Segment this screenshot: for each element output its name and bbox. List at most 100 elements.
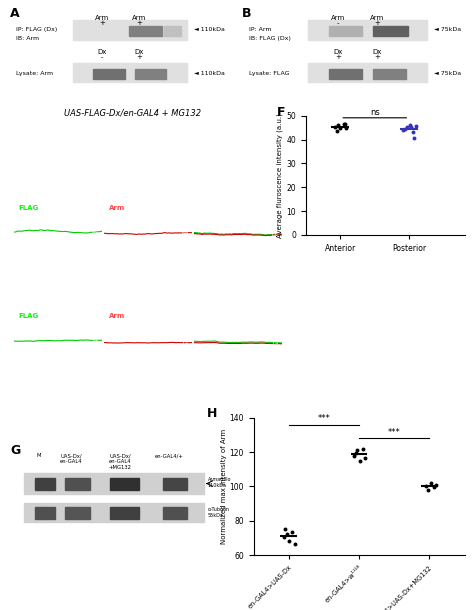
Text: +: + <box>335 54 341 60</box>
Text: F3: F3 <box>273 340 279 345</box>
Text: +: + <box>137 54 142 60</box>
Text: M: M <box>36 453 41 458</box>
Point <box>403 122 410 132</box>
Text: G: G <box>10 444 20 457</box>
Text: Armadillo
110kDa: Armadillo 110kDa <box>208 477 231 488</box>
Point <box>289 527 296 537</box>
Bar <box>308 20 428 40</box>
Text: C1: C1 <box>90 137 99 143</box>
Point <box>401 124 409 134</box>
Text: Arm: Arm <box>109 205 125 211</box>
Point <box>422 481 429 491</box>
Bar <box>373 69 406 79</box>
Bar <box>164 26 181 35</box>
Text: Dx: Dx <box>135 49 144 56</box>
Text: UAS-Dx/
en-GAL4: UAS-Dx/ en-GAL4 <box>60 453 82 464</box>
Point <box>340 120 347 129</box>
Text: IP: Arm: IP: Arm <box>249 27 271 32</box>
Text: IB: FLAG (Dx): IB: FLAG (Dx) <box>249 36 291 41</box>
Bar <box>329 69 362 79</box>
Point <box>427 478 435 488</box>
Point <box>412 121 420 131</box>
Text: ◄ 110kDa: ◄ 110kDa <box>193 71 225 76</box>
Text: Arm: Arm <box>132 15 146 21</box>
Bar <box>65 478 90 490</box>
Bar <box>135 69 166 79</box>
Text: Arm: Arm <box>109 313 125 319</box>
Point <box>292 539 299 549</box>
Text: E1: E1 <box>91 245 99 251</box>
Bar <box>129 26 162 35</box>
Point <box>280 532 288 542</box>
Bar <box>110 507 138 520</box>
Text: F1: F1 <box>92 340 99 345</box>
Text: E3: E3 <box>271 245 279 251</box>
Point <box>432 480 439 490</box>
Point <box>343 123 350 132</box>
Point <box>331 122 338 132</box>
Point <box>333 126 341 135</box>
Point <box>353 445 361 455</box>
Text: -: - <box>337 20 339 26</box>
Text: MERGE: MERGE <box>257 313 285 319</box>
Bar <box>163 478 187 490</box>
Bar <box>163 507 187 520</box>
Bar <box>73 20 187 40</box>
Text: +: + <box>374 54 380 60</box>
Text: Arm: Arm <box>370 15 384 21</box>
Bar <box>65 507 90 520</box>
Text: en-GAL4/+: en-GAL4/+ <box>155 453 183 458</box>
Text: Dx: Dx <box>97 49 107 56</box>
Text: D3: D3 <box>272 232 279 237</box>
Point <box>337 123 344 133</box>
Text: ns: ns <box>370 108 380 117</box>
Text: UAS-Dx/
en-GAL4
+MG132: UAS-Dx/ en-GAL4 +MG132 <box>109 453 132 470</box>
Text: IP: FLAG (Dx): IP: FLAG (Dx) <box>16 27 57 32</box>
Text: D2: D2 <box>182 232 189 237</box>
Text: ◄ 75kDa: ◄ 75kDa <box>434 27 461 32</box>
Bar <box>35 478 55 490</box>
Text: FLAG: FLAG <box>18 313 39 319</box>
Text: MERGE: MERGE <box>257 205 285 211</box>
Bar <box>93 69 125 79</box>
Text: ◄ 75kDa: ◄ 75kDa <box>434 71 461 76</box>
Text: -: - <box>100 54 103 60</box>
Point <box>410 133 418 143</box>
Text: D1: D1 <box>91 232 99 237</box>
Point <box>283 529 291 539</box>
Text: Dx: Dx <box>333 49 343 56</box>
Point <box>399 125 407 135</box>
Text: ◄ 110kDa: ◄ 110kDa <box>193 27 225 32</box>
Text: FLAG: FLAG <box>18 205 39 211</box>
Text: H: H <box>207 407 218 420</box>
Bar <box>373 26 408 35</box>
Text: ***: *** <box>388 428 401 437</box>
Point <box>286 536 293 545</box>
Text: IB: Arm: IB: Arm <box>16 36 39 41</box>
Point <box>341 118 349 128</box>
Text: α-Tubulin
55kDa: α-Tubulin 55kDa <box>208 508 230 518</box>
Bar <box>35 507 55 520</box>
Text: C3: C3 <box>270 137 279 143</box>
Text: +: + <box>374 20 380 26</box>
Text: +: + <box>99 20 105 26</box>
Point <box>282 525 289 534</box>
Point <box>406 120 414 130</box>
Bar <box>25 503 204 522</box>
Point <box>356 456 364 465</box>
Point <box>362 453 369 463</box>
Text: F: F <box>277 106 286 120</box>
Point <box>350 451 358 461</box>
Text: E2: E2 <box>181 245 189 251</box>
Text: Lysate: Arm: Lysate: Arm <box>16 71 54 76</box>
Text: A: A <box>10 7 20 20</box>
Bar <box>329 26 362 35</box>
Bar <box>73 63 187 82</box>
Point <box>359 444 366 454</box>
Text: F2: F2 <box>182 340 189 345</box>
Text: ***: *** <box>318 414 330 423</box>
Bar <box>308 63 428 82</box>
Bar <box>110 478 138 490</box>
Point <box>334 120 342 130</box>
Point <box>430 483 438 492</box>
